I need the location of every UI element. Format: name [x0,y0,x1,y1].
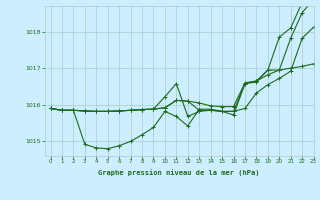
X-axis label: Graphe pression niveau de la mer (hPa): Graphe pression niveau de la mer (hPa) [99,169,260,176]
